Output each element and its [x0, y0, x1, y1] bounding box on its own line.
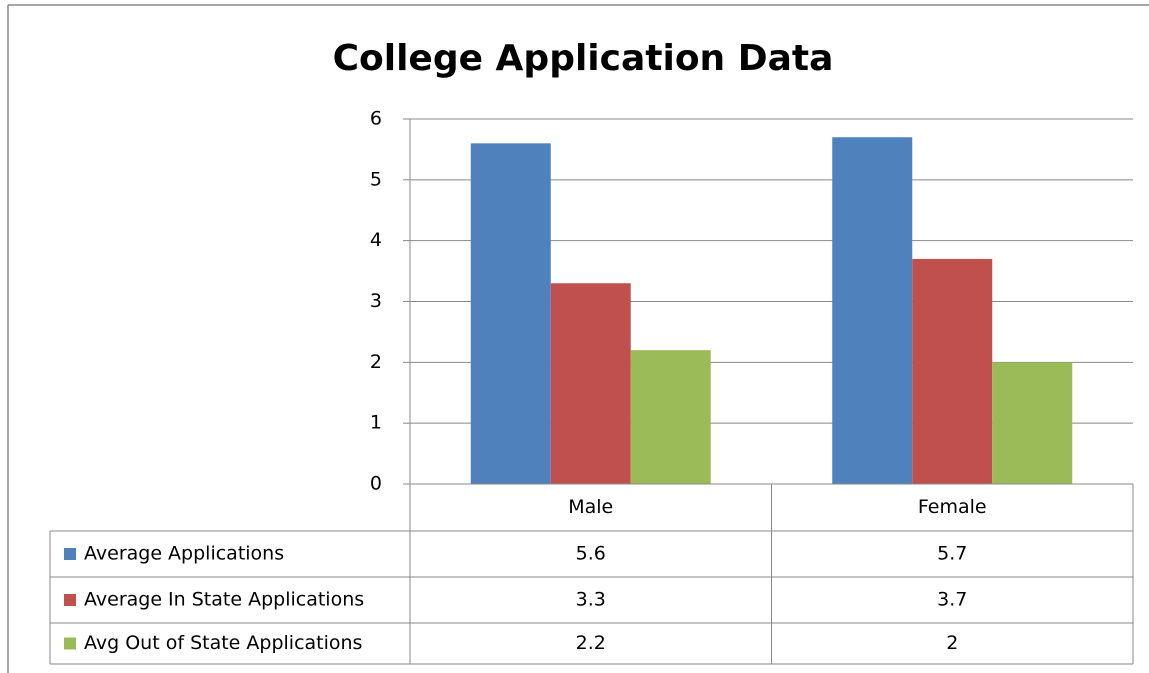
y-tick-label: 2 — [370, 351, 382, 373]
table-value: 5.6 — [576, 543, 606, 565]
y-tick-label: 4 — [370, 229, 382, 251]
table-value: 2 — [946, 632, 958, 654]
bar — [912, 258, 993, 484]
x-tick-label: Male — [568, 496, 613, 518]
legend-label: Average Applications — [84, 543, 284, 565]
legend-swatch — [64, 594, 76, 606]
legend-label: Average In State Applications — [84, 589, 364, 611]
y-tick-label: 3 — [370, 290, 382, 312]
bar — [992, 362, 1073, 484]
y-tick-label: 5 — [370, 168, 382, 190]
table-value: 3.3 — [576, 589, 606, 611]
chart-title: College Application Data — [333, 38, 834, 79]
y-tick-label: 6 — [370, 108, 382, 130]
table-value: 5.7 — [937, 543, 967, 565]
table-value: 2.2 — [576, 632, 606, 654]
bar — [630, 350, 711, 484]
table-value: 3.7 — [937, 589, 967, 611]
y-tick-label: 1 — [370, 412, 382, 434]
bar — [832, 137, 913, 484]
y-tick-label: 0 — [370, 473, 382, 495]
bar — [470, 143, 551, 485]
legend-swatch — [64, 637, 76, 650]
bar — [550, 283, 631, 484]
legend-swatch — [64, 548, 76, 560]
x-tick-label: Female — [918, 496, 987, 518]
legend-label: Avg Out of State Applications — [84, 632, 362, 654]
